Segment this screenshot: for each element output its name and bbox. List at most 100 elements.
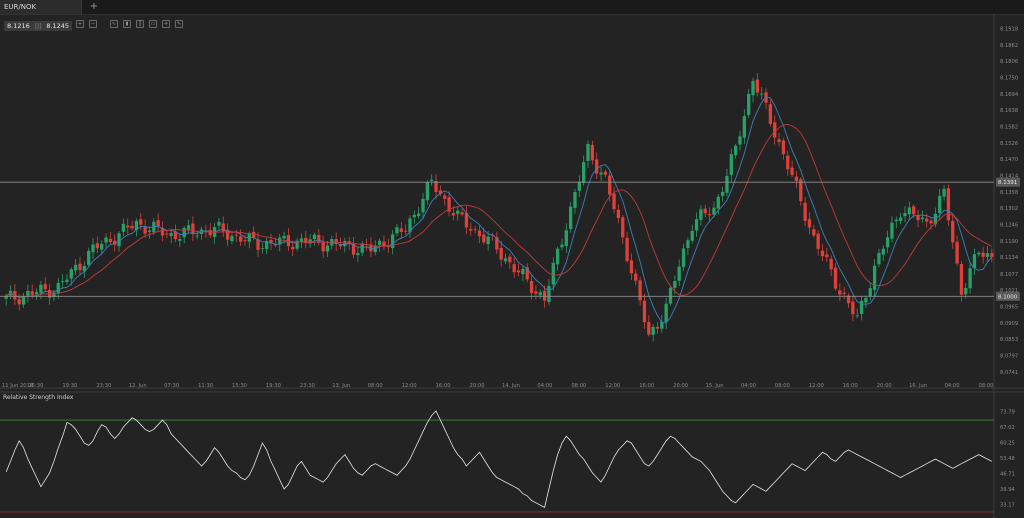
candle-body: [217, 221, 221, 226]
candle-body: [147, 230, 152, 232]
bid-price[interactable]: 8.1216: [4, 21, 33, 31]
candle-body: [560, 244, 564, 248]
candle-body: [299, 238, 304, 242]
x-tick-label: 16. Jun: [909, 383, 927, 389]
candle-body: [621, 217, 625, 238]
price-level-label: 8.1391: [998, 180, 1017, 186]
candle-body: [134, 220, 139, 230]
candlestick-icon[interactable]: ▮: [123, 20, 131, 28]
y-tick-label: 8.1414: [1000, 173, 1019, 179]
candle-body: [777, 139, 781, 143]
candle-body: [516, 270, 521, 273]
candle-body: [73, 264, 78, 271]
candle-body: [443, 195, 447, 199]
candle-body: [252, 231, 256, 239]
rsi-tick-label: 46.71: [1000, 472, 1015, 478]
y-tick-label: 8.1750: [1000, 75, 1018, 81]
line-chart-icon[interactable]: ∿: [110, 20, 118, 28]
candle-body: [4, 295, 8, 299]
x-tick-label: 08:00: [571, 383, 586, 389]
candle-body: [495, 237, 499, 250]
candle-body: [673, 281, 677, 288]
quote-box: 8.1216 ||| 8.1245: [4, 21, 73, 31]
y-tick-label: 8.1694: [1000, 92, 1019, 98]
candle-body: [742, 116, 746, 138]
candle-body: [703, 208, 707, 214]
bar-chart-icon[interactable]: ┃: [136, 20, 144, 28]
candle-body: [482, 234, 486, 243]
candle-body: [295, 240, 299, 249]
candle-body: [221, 223, 225, 232]
candle-body: [629, 260, 634, 274]
candle-body: [390, 234, 395, 248]
rsi-tick-label: 60.25: [1000, 440, 1015, 446]
candle-body: [568, 206, 573, 229]
y-tick-label: 8.1190: [1000, 239, 1018, 245]
candle-body: [803, 202, 807, 221]
x-tick-label: 13. Jun: [332, 383, 350, 389]
x-tick-label: 15. Jun: [706, 383, 724, 389]
candle-body: [851, 301, 855, 315]
candle-body: [716, 196, 720, 209]
candle-body: [191, 223, 195, 235]
add-tab-button[interactable]: +: [89, 1, 99, 12]
candle-body: [729, 154, 733, 175]
candle-body: [195, 235, 199, 237]
candle-body: [990, 253, 994, 257]
candle-body: [959, 263, 964, 295]
y-tick-label: 8.1246: [1000, 223, 1018, 229]
candle-body: [169, 233, 173, 237]
rsi-title: Relative Strength Index: [3, 394, 74, 401]
zoom-in-icon[interactable]: +: [76, 20, 84, 28]
candle-body: [234, 234, 238, 236]
candle-body: [273, 244, 278, 246]
drawing-icon[interactable]: ▭: [149, 20, 157, 28]
candle-body: [855, 315, 859, 317]
x-tick-label: 11 Jun 2014: [2, 383, 34, 389]
settings-icon[interactable]: ✎: [175, 20, 183, 28]
candle-body: [269, 239, 273, 244]
candle-body: [903, 213, 907, 217]
candle-body: [912, 206, 916, 215]
candle-body: [829, 258, 833, 270]
y-tick-label: 8.1806: [1000, 59, 1018, 65]
candle-body: [95, 243, 100, 249]
zoom-out-icon[interactable]: −: [89, 20, 97, 28]
candle-body: [551, 262, 555, 285]
y-tick-label: 8.0965: [1000, 305, 1018, 311]
candle-body: [360, 243, 364, 253]
price-level-tag: [996, 177, 1020, 187]
candle-body: [690, 230, 694, 241]
y-tick-label: 8.1302: [1000, 206, 1018, 212]
tab-bar: EUR/NOK +: [0, 0, 1024, 15]
candle-body: [916, 215, 920, 221]
x-tick-label: 04:00: [945, 383, 960, 389]
x-tick-label: 19:30: [266, 383, 281, 389]
candle-body: [434, 181, 438, 192]
candle-body: [403, 230, 408, 232]
x-tick-label: 23:30: [96, 383, 111, 389]
ask-price[interactable]: 8.1245: [43, 21, 73, 31]
candle-body: [395, 227, 399, 234]
candle-body: [369, 244, 373, 252]
rsi-tick-label: 53.48: [1000, 456, 1015, 462]
candle-body: [529, 280, 534, 294]
x-tick-label: 04:00: [741, 383, 756, 389]
candle-body: [898, 217, 903, 221]
candle-body: [894, 219, 898, 222]
candle-body: [907, 207, 911, 215]
candle-body: [751, 80, 755, 96]
x-tick-label: 07:30: [164, 383, 179, 389]
tab-eurnok[interactable]: EUR/NOK: [0, 0, 82, 14]
candle-body: [651, 326, 655, 335]
candle-body: [278, 237, 282, 245]
candle-body: [113, 240, 117, 245]
rsi-tick-label: 33.17: [1000, 503, 1015, 509]
x-tick-label: 12:00: [605, 383, 620, 389]
candle-body: [208, 229, 212, 236]
candle-body: [985, 253, 990, 257]
candle-body: [612, 193, 616, 210]
crosshair-icon[interactable]: ✛: [162, 20, 170, 28]
candle-body: [52, 292, 56, 297]
